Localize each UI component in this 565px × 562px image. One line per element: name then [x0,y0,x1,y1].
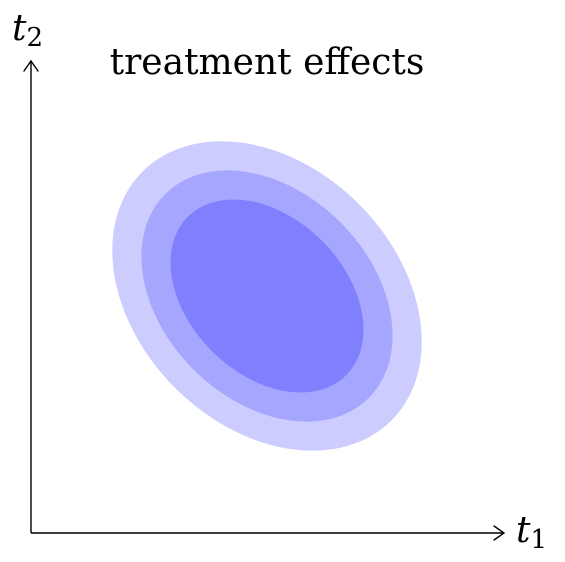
contour-group [112,141,422,451]
diagram-title: treatment effects [110,42,425,83]
y-axis-label-subscript: 2 [26,23,43,53]
y-axis-label-main: t [12,8,27,49]
x-axis-arrowhead-icon [493,525,506,541]
x-axis-label-main: t [516,510,531,551]
y-axis-label: t2 [12,8,43,53]
x-axis-label: t1 [516,510,547,555]
contour-inner [170,199,364,393]
x-axis-label-subscript: 1 [530,525,547,555]
x-axis [31,525,506,541]
y-axis [23,59,39,533]
y-axis-arrowhead-icon [23,59,39,72]
